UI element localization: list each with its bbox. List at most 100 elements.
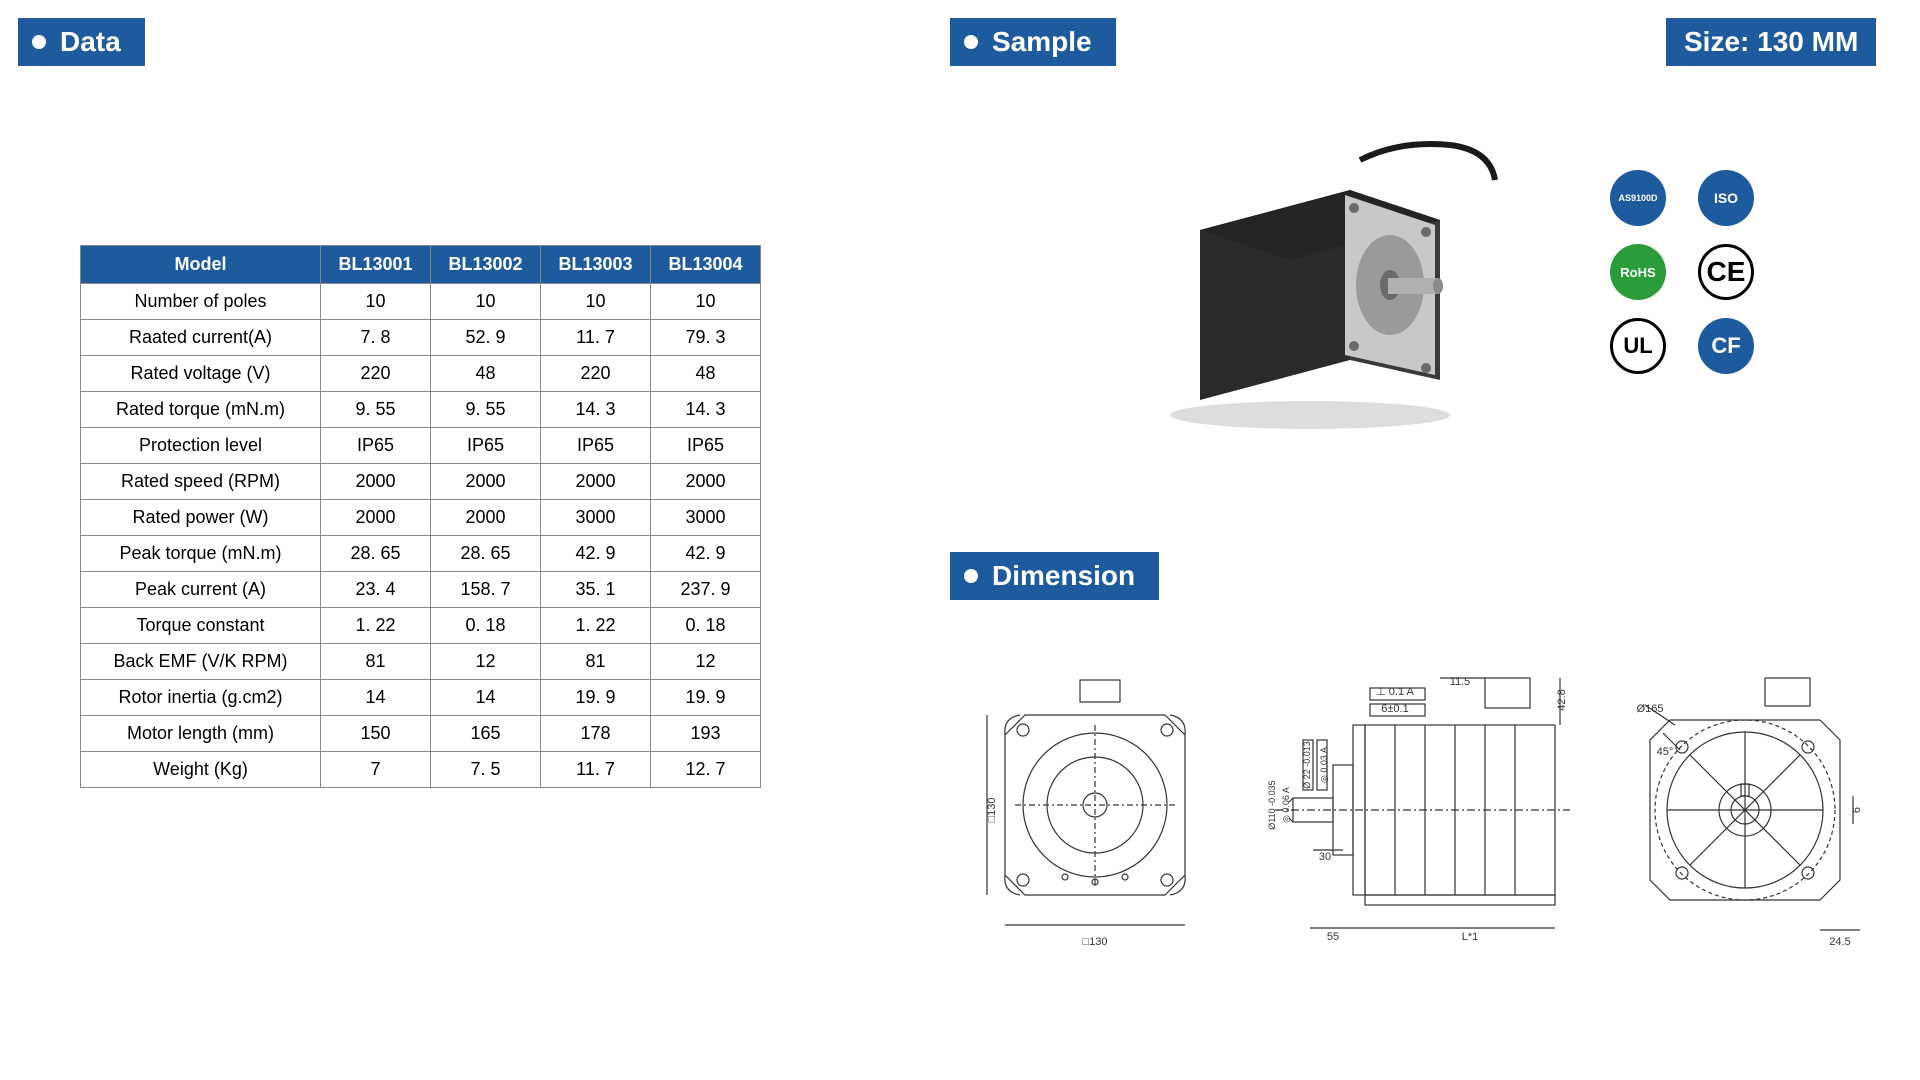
param-cell: Rated speed (RPM) xyxy=(81,464,321,500)
value-cell: 0. 18 xyxy=(431,608,541,644)
value-cell: 14 xyxy=(431,680,541,716)
value-cell: 178 xyxy=(541,716,651,752)
svg-text:Ø 22 -0.013: Ø 22 -0.013 xyxy=(1302,741,1312,789)
svg-text:◎ 0.06 A: ◎ 0.06 A xyxy=(1281,787,1291,823)
value-cell: 1. 22 xyxy=(541,608,651,644)
value-cell: IP65 xyxy=(651,428,761,464)
value-cell: 7 xyxy=(321,752,431,788)
table-row: Protection levelIP65IP65IP65IP65 xyxy=(81,428,761,464)
table-row: Motor length (mm)150165178193 xyxy=(81,716,761,752)
bullet-icon xyxy=(964,569,978,583)
value-cell: 12 xyxy=(651,644,761,680)
param-cell: Rated power (W) xyxy=(81,500,321,536)
bullet-icon xyxy=(964,35,978,49)
value-cell: 7. 8 xyxy=(321,320,431,356)
col-header-bl13003: BL13003 xyxy=(541,246,651,284)
value-cell: 35. 1 xyxy=(541,572,651,608)
param-cell: Protection level xyxy=(81,428,321,464)
spec-table: ModelBL13001BL13002BL13003BL13004Number … xyxy=(80,245,761,788)
as9100d-badge: AS9100D xyxy=(1610,170,1666,226)
svg-text:⊥ 0.1 A: ⊥ 0.1 A xyxy=(1376,686,1414,698)
sample-header-label: Sample xyxy=(992,26,1092,58)
value-cell: 3000 xyxy=(651,500,761,536)
table-row: Rated voltage (V)2204822048 xyxy=(81,356,761,392)
value-cell: 237. 9 xyxy=(651,572,761,608)
param-cell: Rated torque (mN.m) xyxy=(81,392,321,428)
data-header-label: Data xyxy=(60,26,121,58)
cf-badge: CF xyxy=(1698,318,1754,374)
value-cell: 9. 55 xyxy=(431,392,541,428)
value-cell: 42. 9 xyxy=(651,536,761,572)
svg-text:□130: □130 xyxy=(986,798,998,823)
value-cell: 23. 4 xyxy=(321,572,431,608)
size-badge: Size: 130 MM xyxy=(1666,18,1876,66)
value-cell: 7. 5 xyxy=(431,752,541,788)
dimension-drawings: □130 □130 xyxy=(965,670,1875,955)
value-cell: 0. 18 xyxy=(651,608,761,644)
dimension-rear-view: Ø165 45° 6 24.5 xyxy=(1615,670,1875,950)
param-cell: Back EMF (V/K RPM) xyxy=(81,644,321,680)
dimension-header-label: Dimension xyxy=(992,560,1135,592)
dimension-front-view: □130 □130 xyxy=(965,670,1225,950)
table-row: Raated current(A)7. 852. 911. 779. 3 xyxy=(81,320,761,356)
value-cell: 2000 xyxy=(321,500,431,536)
value-cell: 10 xyxy=(321,284,431,320)
value-cell: 12. 7 xyxy=(651,752,761,788)
value-cell: 11. 7 xyxy=(541,752,651,788)
value-cell: 14. 3 xyxy=(541,392,651,428)
param-cell: Peak current (A) xyxy=(81,572,321,608)
param-cell: Torque constant xyxy=(81,608,321,644)
motor-sample-image xyxy=(1140,130,1500,445)
value-cell: IP65 xyxy=(431,428,541,464)
dimension-side-view-box: 11.542.8⊥ 0.1 A6±0.1Ø 22 -0.013◎ 0.03 AØ… xyxy=(1255,670,1585,955)
value-cell: 19. 9 xyxy=(541,680,651,716)
dimension-front-view-box: □130 □130 xyxy=(965,670,1225,955)
table-row: Peak current (A)23. 4158. 735. 1237. 9 xyxy=(81,572,761,608)
svg-text:42.8: 42.8 xyxy=(1556,689,1568,710)
param-cell: Rotor inertia (g.cm2) xyxy=(81,680,321,716)
svg-text:45°: 45° xyxy=(1657,746,1674,758)
value-cell: 81 xyxy=(541,644,651,680)
value-cell: 220 xyxy=(541,356,651,392)
value-cell: 158. 7 xyxy=(431,572,541,608)
svg-text:24.5: 24.5 xyxy=(1829,936,1850,948)
sample-section-header: Sample xyxy=(950,18,1116,66)
ce-badge: CE xyxy=(1698,244,1754,300)
dimension-rear-view-box: Ø165 45° 6 24.5 xyxy=(1615,670,1875,955)
param-cell: Weight (Kg) xyxy=(81,752,321,788)
value-cell: 14. 3 xyxy=(651,392,761,428)
value-cell: 48 xyxy=(431,356,541,392)
value-cell: IP65 xyxy=(321,428,431,464)
value-cell: 150 xyxy=(321,716,431,752)
value-cell: 3000 xyxy=(541,500,651,536)
col-header-bl13002: BL13002 xyxy=(431,246,541,284)
value-cell: 28. 65 xyxy=(321,536,431,572)
table-row: Rated torque (mN.m)9. 559. 5514. 314. 3 xyxy=(81,392,761,428)
svg-text:6±0.1: 6±0.1 xyxy=(1381,703,1408,715)
value-cell: 220 xyxy=(321,356,431,392)
ul-badge: UL xyxy=(1610,318,1666,374)
value-cell: 10 xyxy=(541,284,651,320)
svg-text:55: 55 xyxy=(1327,931,1339,943)
value-cell: 10 xyxy=(651,284,761,320)
value-cell: 79. 3 xyxy=(651,320,761,356)
col-header-model: Model xyxy=(81,246,321,284)
bullet-icon xyxy=(32,35,46,49)
value-cell: 1. 22 xyxy=(321,608,431,644)
value-cell: 2000 xyxy=(541,464,651,500)
svg-text:□130: □130 xyxy=(1083,936,1108,948)
value-cell: 48 xyxy=(651,356,761,392)
svg-text:Ø165: Ø165 xyxy=(1637,703,1664,715)
table-row: Rated speed (RPM)2000200020002000 xyxy=(81,464,761,500)
svg-text:L*1: L*1 xyxy=(1462,931,1479,943)
svg-text:6: 6 xyxy=(1851,807,1863,813)
svg-text:11.5: 11.5 xyxy=(1450,676,1471,688)
value-cell: 2000 xyxy=(321,464,431,500)
value-cell: 2000 xyxy=(431,500,541,536)
param-cell: Peak torque (mN.m) xyxy=(81,536,321,572)
value-cell: 42. 9 xyxy=(541,536,651,572)
value-cell: 2000 xyxy=(651,464,761,500)
dimension-side-view: 11.542.8⊥ 0.1 A6±0.1Ø 22 -0.013◎ 0.03 AØ… xyxy=(1255,670,1585,950)
value-cell: 11. 7 xyxy=(541,320,651,356)
col-header-bl13001: BL13001 xyxy=(321,246,431,284)
